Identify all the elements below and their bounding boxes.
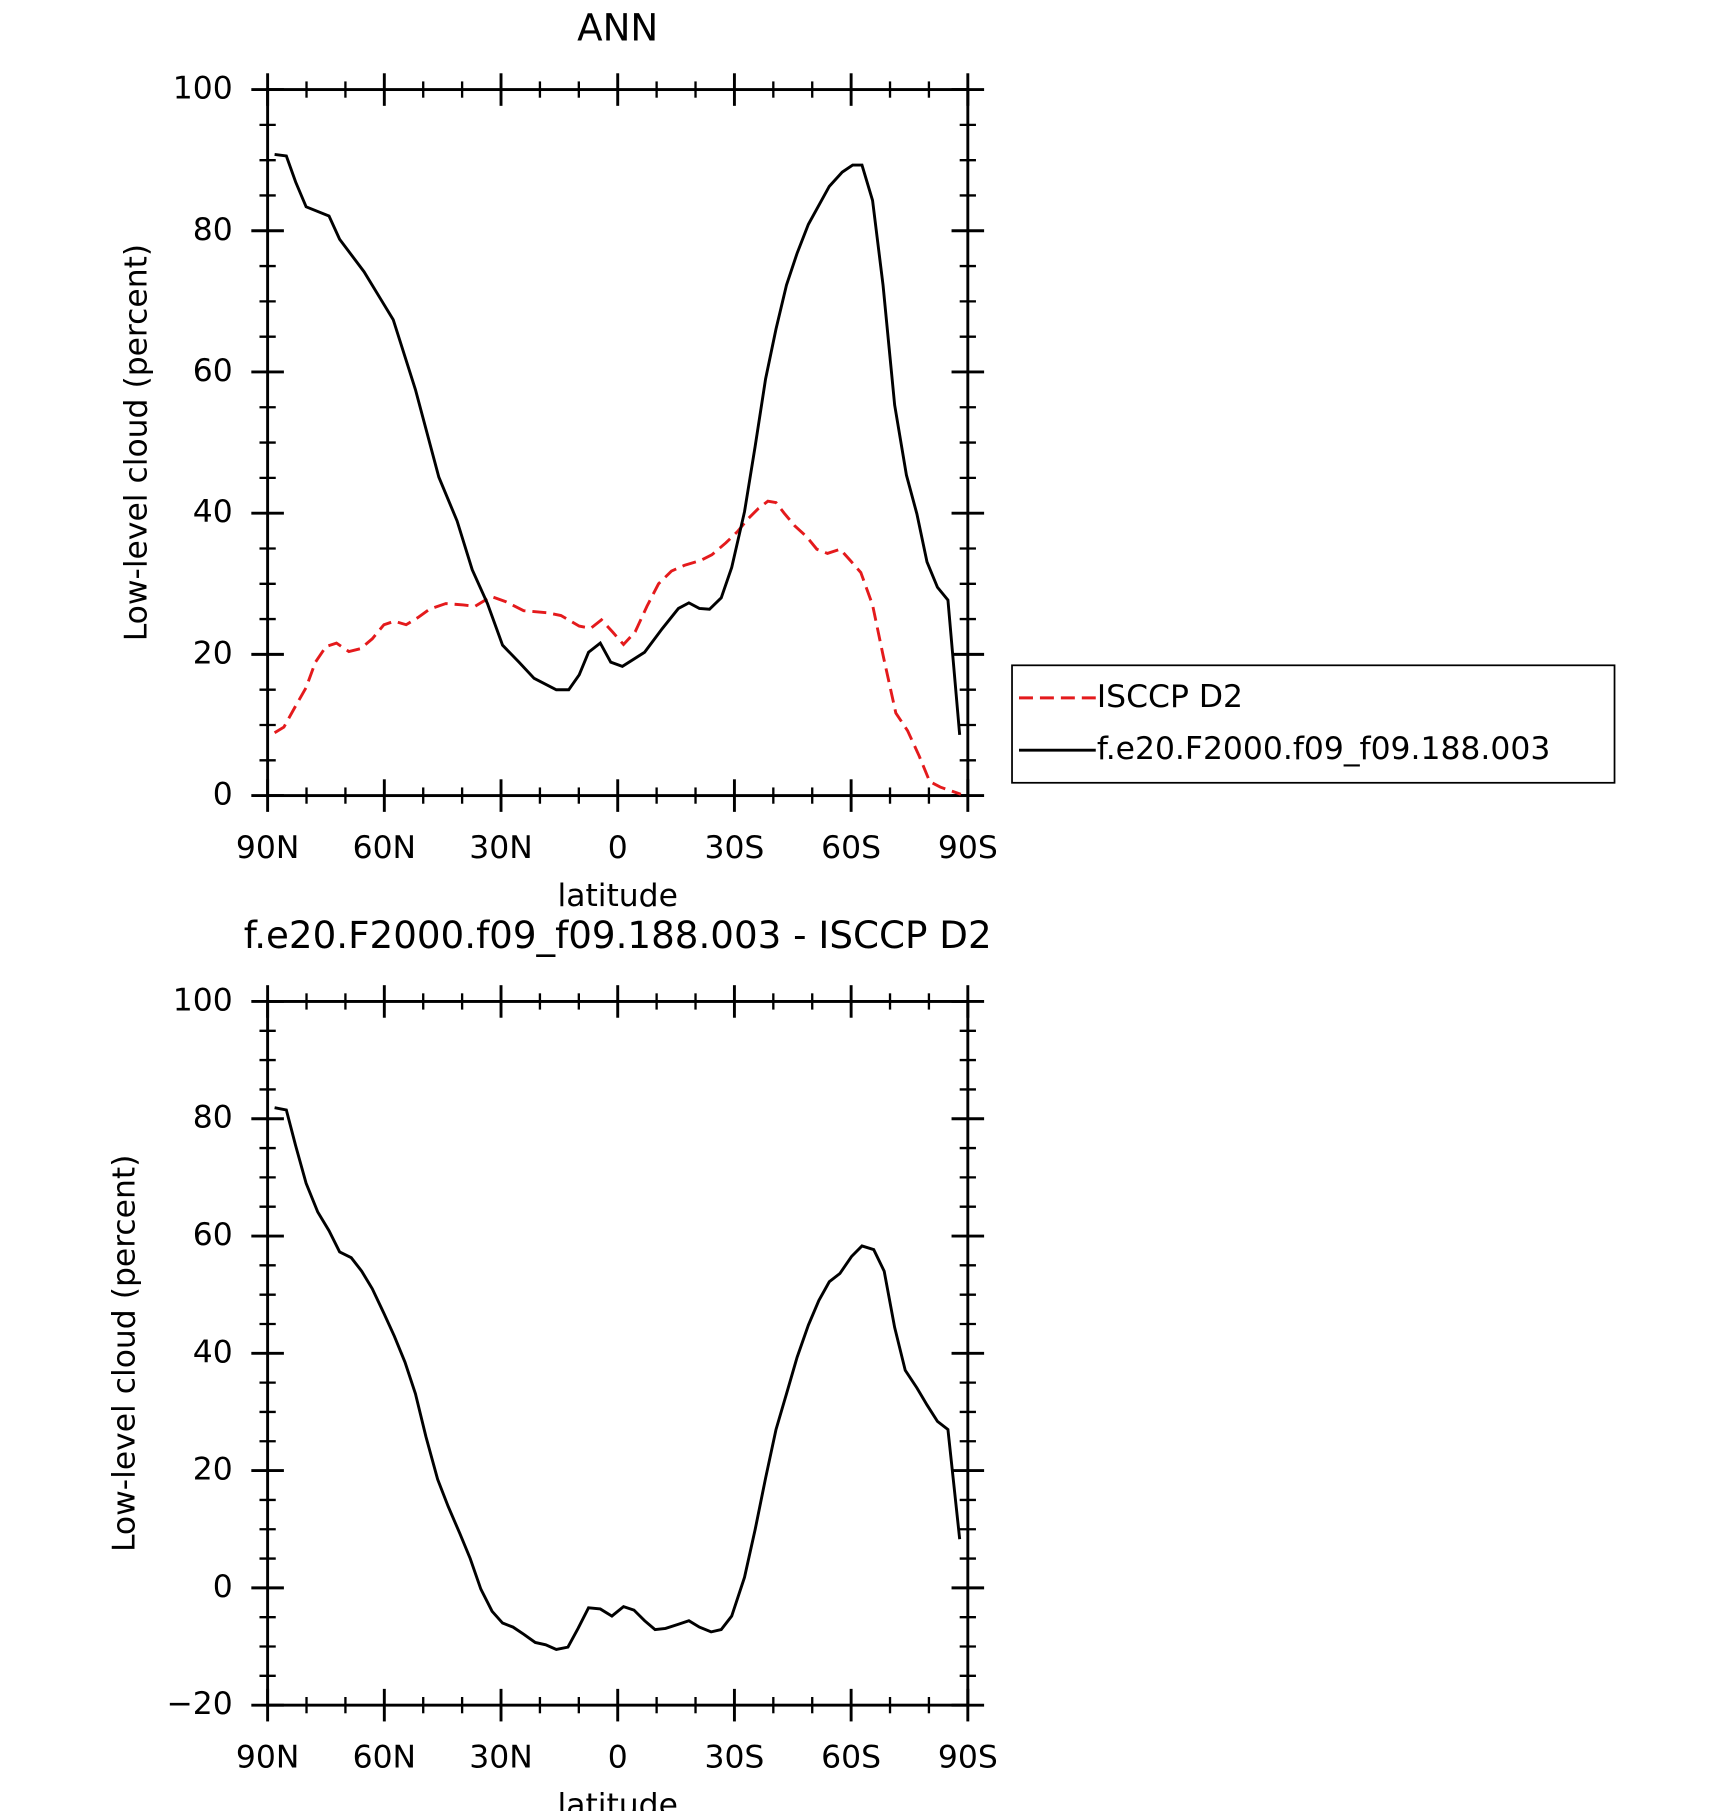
chart-title: f.e20.F2000.f09_f09.188.003 - ISCCP D2 <box>244 913 992 957</box>
x-tick-label: 60S <box>821 1740 881 1776</box>
y-tick-label: 40 <box>193 494 233 530</box>
x-tick-label: 90N <box>236 830 299 866</box>
legend-box <box>1011 664 1616 784</box>
y-axis-label: Low-level cloud (percent) <box>107 1155 143 1552</box>
y-tick-label: 100 <box>173 71 233 107</box>
x-tick-label: 60N <box>353 1740 416 1776</box>
x-tick-label: 90N <box>236 1740 299 1776</box>
x-tick-label: 90S <box>938 830 998 866</box>
x-tick-label: 60N <box>353 830 416 866</box>
data-line <box>274 1106 962 1651</box>
x-tick-label: 30S <box>704 1740 764 1776</box>
x-tick-label: 60S <box>821 830 881 866</box>
y-tick-label: −20 <box>166 1686 232 1722</box>
y-tick-label: 40 <box>193 1334 233 1370</box>
plot-frame <box>266 1000 970 1707</box>
y-tick-label: 60 <box>193 353 233 389</box>
data-line <box>273 499 962 796</box>
legend-label: ISCCP D2 <box>1097 679 1243 715</box>
x-tick-label: 30S <box>704 830 764 866</box>
y-tick-label: 60 <box>193 1217 233 1253</box>
x-tick-label: 0 <box>608 1740 628 1776</box>
x-tick-label: 30N <box>469 1740 532 1776</box>
x-axis-label: latitude <box>558 878 678 914</box>
y-tick-label: 20 <box>193 1452 233 1488</box>
y-axis-label: Low-level cloud (percent) <box>118 244 154 641</box>
x-axis-label: latitude <box>558 1787 678 1811</box>
legend: ISCCP D2 f.e20.F2000.f09_f09.188.003 <box>1011 664 1616 784</box>
x-tick-label: 90S <box>938 1740 998 1776</box>
y-tick-label: 0 <box>213 1569 233 1605</box>
y-tick-label: 0 <box>213 777 233 813</box>
y-tick-label: 20 <box>193 635 233 671</box>
y-tick-label: 100 <box>173 982 233 1018</box>
plot-frame <box>266 88 970 798</box>
chart-title: ANN <box>577 6 658 50</box>
x-tick-label: 30N <box>469 830 532 866</box>
legend-label: f.e20.F2000.f09_f09.188.003 <box>1097 731 1550 767</box>
y-tick-label: 80 <box>193 212 233 248</box>
data-line <box>274 153 962 735</box>
x-tick-label: 0 <box>608 830 628 866</box>
y-tick-label: 80 <box>193 1100 233 1136</box>
